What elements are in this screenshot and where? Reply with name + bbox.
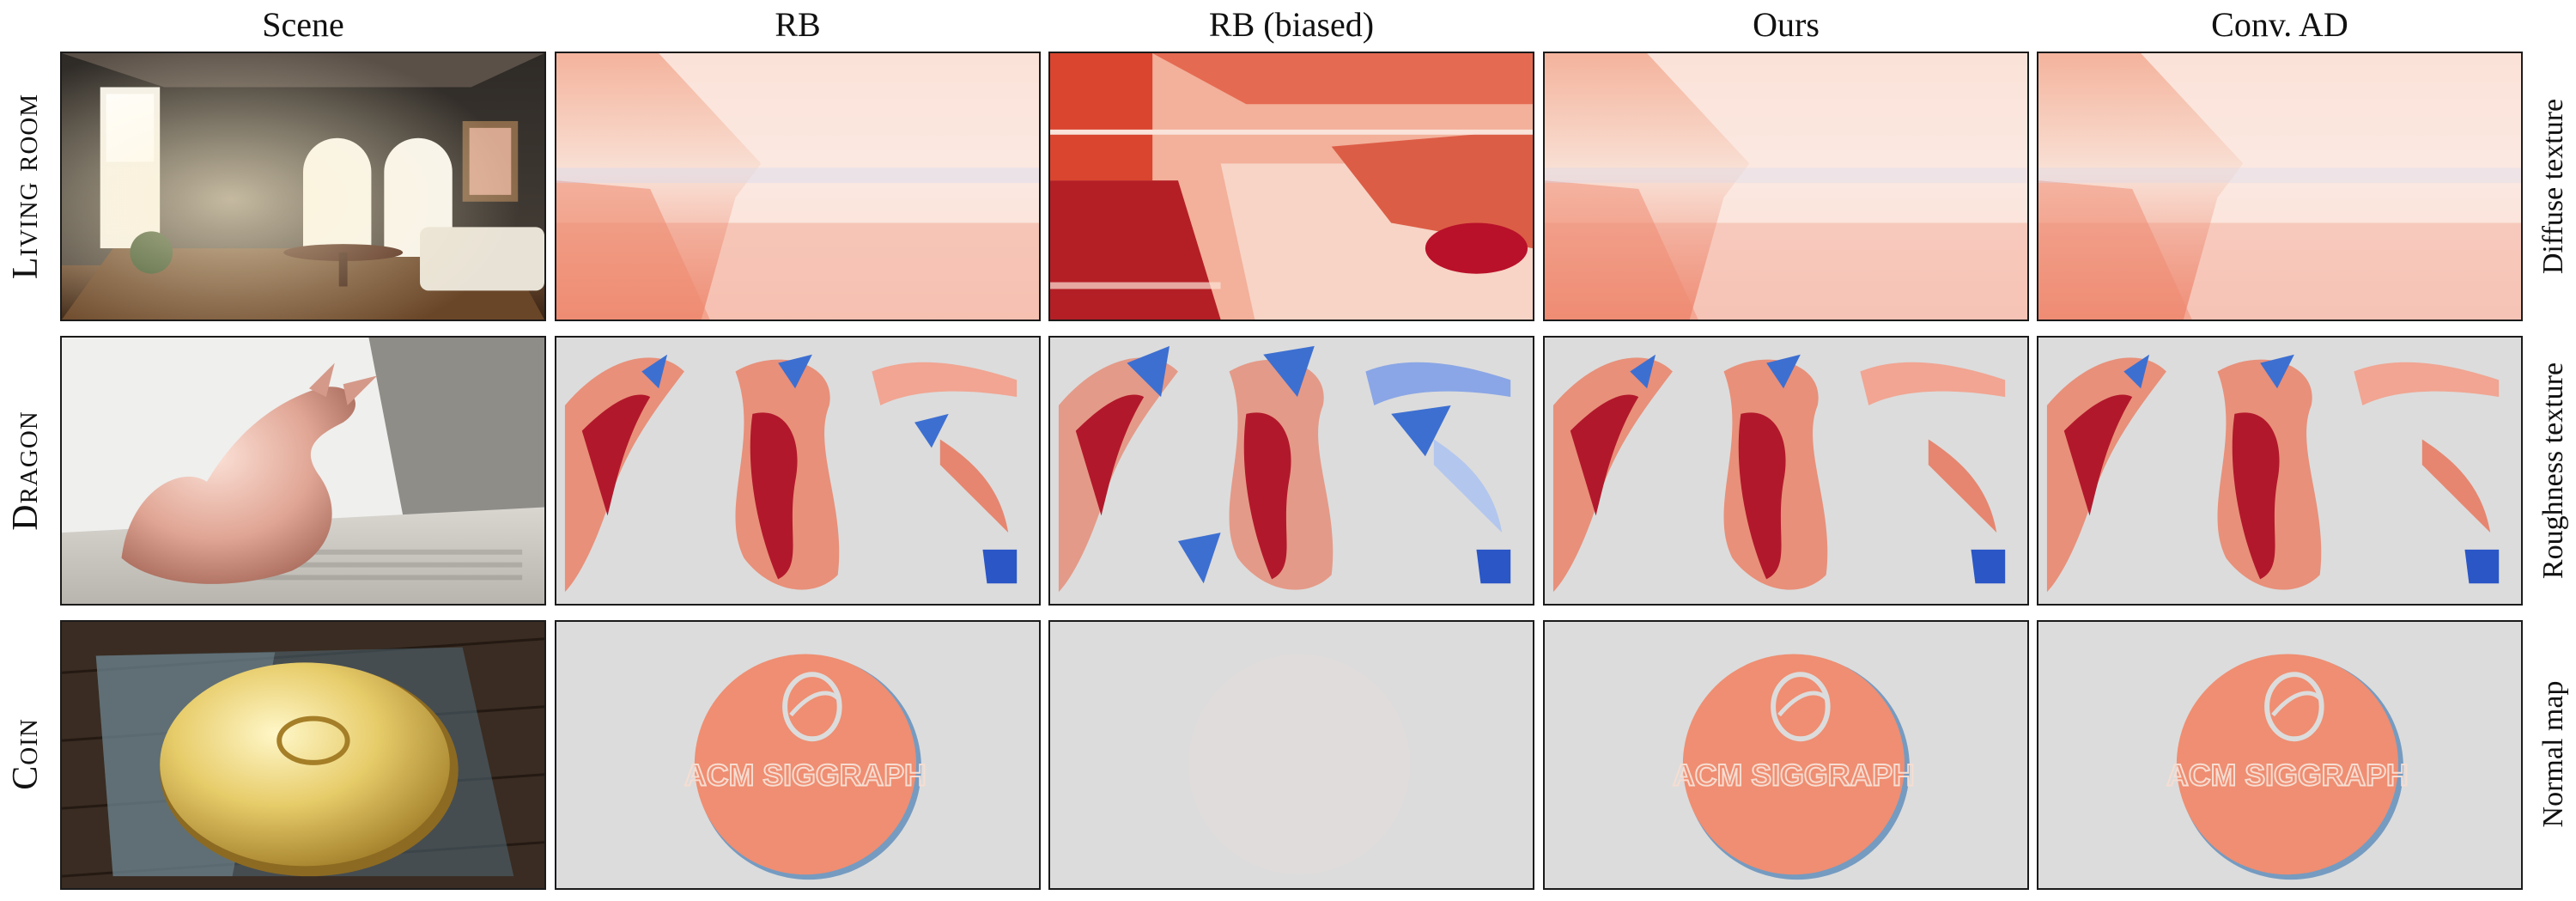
living-room-rb-heatmap [555,52,1041,321]
living-room-scene-image [60,52,546,321]
gradient-heatmap [556,338,1039,604]
coin-render [62,622,544,888]
column-header-ours: Ours [1753,5,1820,44]
dragon-ours-heatmap [1543,336,2029,606]
gradient-heatmap [1545,53,2027,320]
gradient-heatmap [2038,338,2521,604]
gradient-heatmap [1050,622,1533,888]
gradient-heatmap [1545,338,2027,604]
dragon-scene-image [60,336,546,606]
gradient-heatmap: ACM SIGGRAPH [1545,622,2027,888]
gradient-heatmap [556,53,1039,320]
gradient-heatmap [1050,53,1533,320]
gradient-heatmap [1050,338,1533,604]
coin-text: ACM SIGGRAPH [2166,758,2409,793]
coin-conv-ad-heatmap: ACM SIGGRAPH [2037,620,2523,890]
coin-rb-heatmap: ACM SIGGRAPH [555,620,1041,890]
gradient-heatmap: ACM SIGGRAPH [2038,622,2521,888]
living-room-rb-biased-heatmap [1048,52,1534,321]
column-header-rb-biased: RB (biased) [1208,5,1375,44]
column-header-rb: RB [775,5,821,44]
gradient-heatmap [2038,53,2521,320]
living-room-conv-ad-heatmap [2037,52,2523,321]
coin-ours-heatmap: ACM SIGGRAPH [1543,620,2029,890]
dragon-render [62,338,544,604]
coin-text: ACM SIGGRAPH [684,758,927,793]
dragon-rb-biased-heatmap [1048,336,1534,606]
coin-scene-image [60,620,546,890]
dragon-conv-ad-heatmap [2037,336,2523,606]
gradient-heatmap: ACM SIGGRAPH [556,622,1039,888]
coin-rb-biased-heatmap [1048,620,1534,890]
living-room-render [62,53,544,320]
column-header-conv-ad: Conv. AD [2211,5,2348,44]
dragon-rb-heatmap [555,336,1041,606]
living-room-ours-heatmap [1543,52,2029,321]
column-header-scene: Scene [262,5,344,44]
coin-text: ACM SIGGRAPH [1673,758,1915,793]
